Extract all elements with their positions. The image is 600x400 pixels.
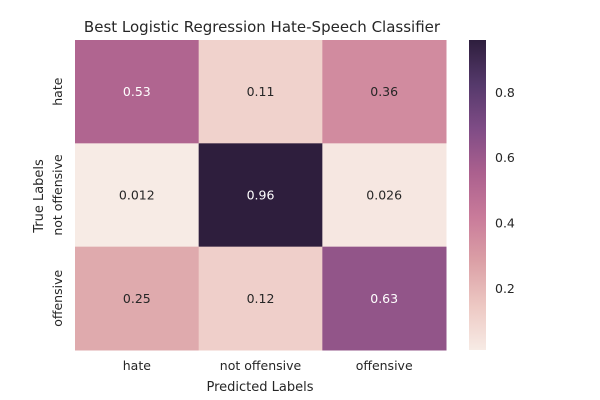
cell-value-label: 0.012: [119, 187, 155, 202]
cell-value-label: 0.96: [247, 187, 275, 202]
heatmap-cell: [198, 246, 323, 351]
heatmap-cells: 0.53 0.11 0.36 0.012 0.96 0.026 0.25 0.12 0.63: [75, 40, 447, 351]
cell-value-label: 0.36: [370, 84, 398, 99]
cell-value-label: 0.026: [366, 187, 402, 202]
colorbar-tick-label: 0.6: [495, 150, 515, 165]
x-tick-labels: hate not offensive offensive: [123, 358, 413, 373]
heatmap-cell: [198, 143, 323, 248]
heatmap-cell: [322, 246, 447, 351]
heatmap-cell: [322, 40, 447, 144]
y-tick-label: hate: [50, 77, 65, 105]
heatmap-cell: [75, 143, 200, 248]
colorbar-tick-label: 0.8: [495, 85, 515, 100]
heatmap-cell: [75, 40, 200, 144]
chart-title: Best Logistic Regression Hate-Speech Cla…: [84, 18, 441, 36]
colorbar-tick-label: 0.2: [495, 281, 515, 296]
cell-value-label: 0.53: [123, 84, 151, 99]
colorbar: [469, 40, 486, 350]
colorbar-ticks: 0.2 0.4 0.6 0.8: [495, 85, 515, 296]
y-tick-labels: hate not offensive offensive: [50, 77, 65, 327]
x-tick-label: not offensive: [220, 358, 302, 373]
x-tick-label: offensive: [356, 358, 413, 373]
heatmap-cell: [75, 246, 200, 351]
y-axis-label: True Labels: [32, 159, 47, 234]
x-axis-label: Predicted Labels: [206, 380, 313, 395]
cell-value-label: 0.63: [370, 291, 398, 306]
colorbar-tick-label: 0.4: [495, 216, 515, 231]
cell-value-label: 0.25: [123, 291, 151, 306]
y-tick-label: offensive: [50, 270, 65, 327]
cell-value-label: 0.11: [247, 84, 275, 99]
y-tick-label: not offensive: [50, 154, 65, 236]
cell-value-label: 0.12: [247, 291, 275, 306]
heatmap-cell: [198, 40, 323, 144]
x-tick-label: hate: [123, 358, 151, 373]
heatmap-cell: [322, 143, 447, 248]
